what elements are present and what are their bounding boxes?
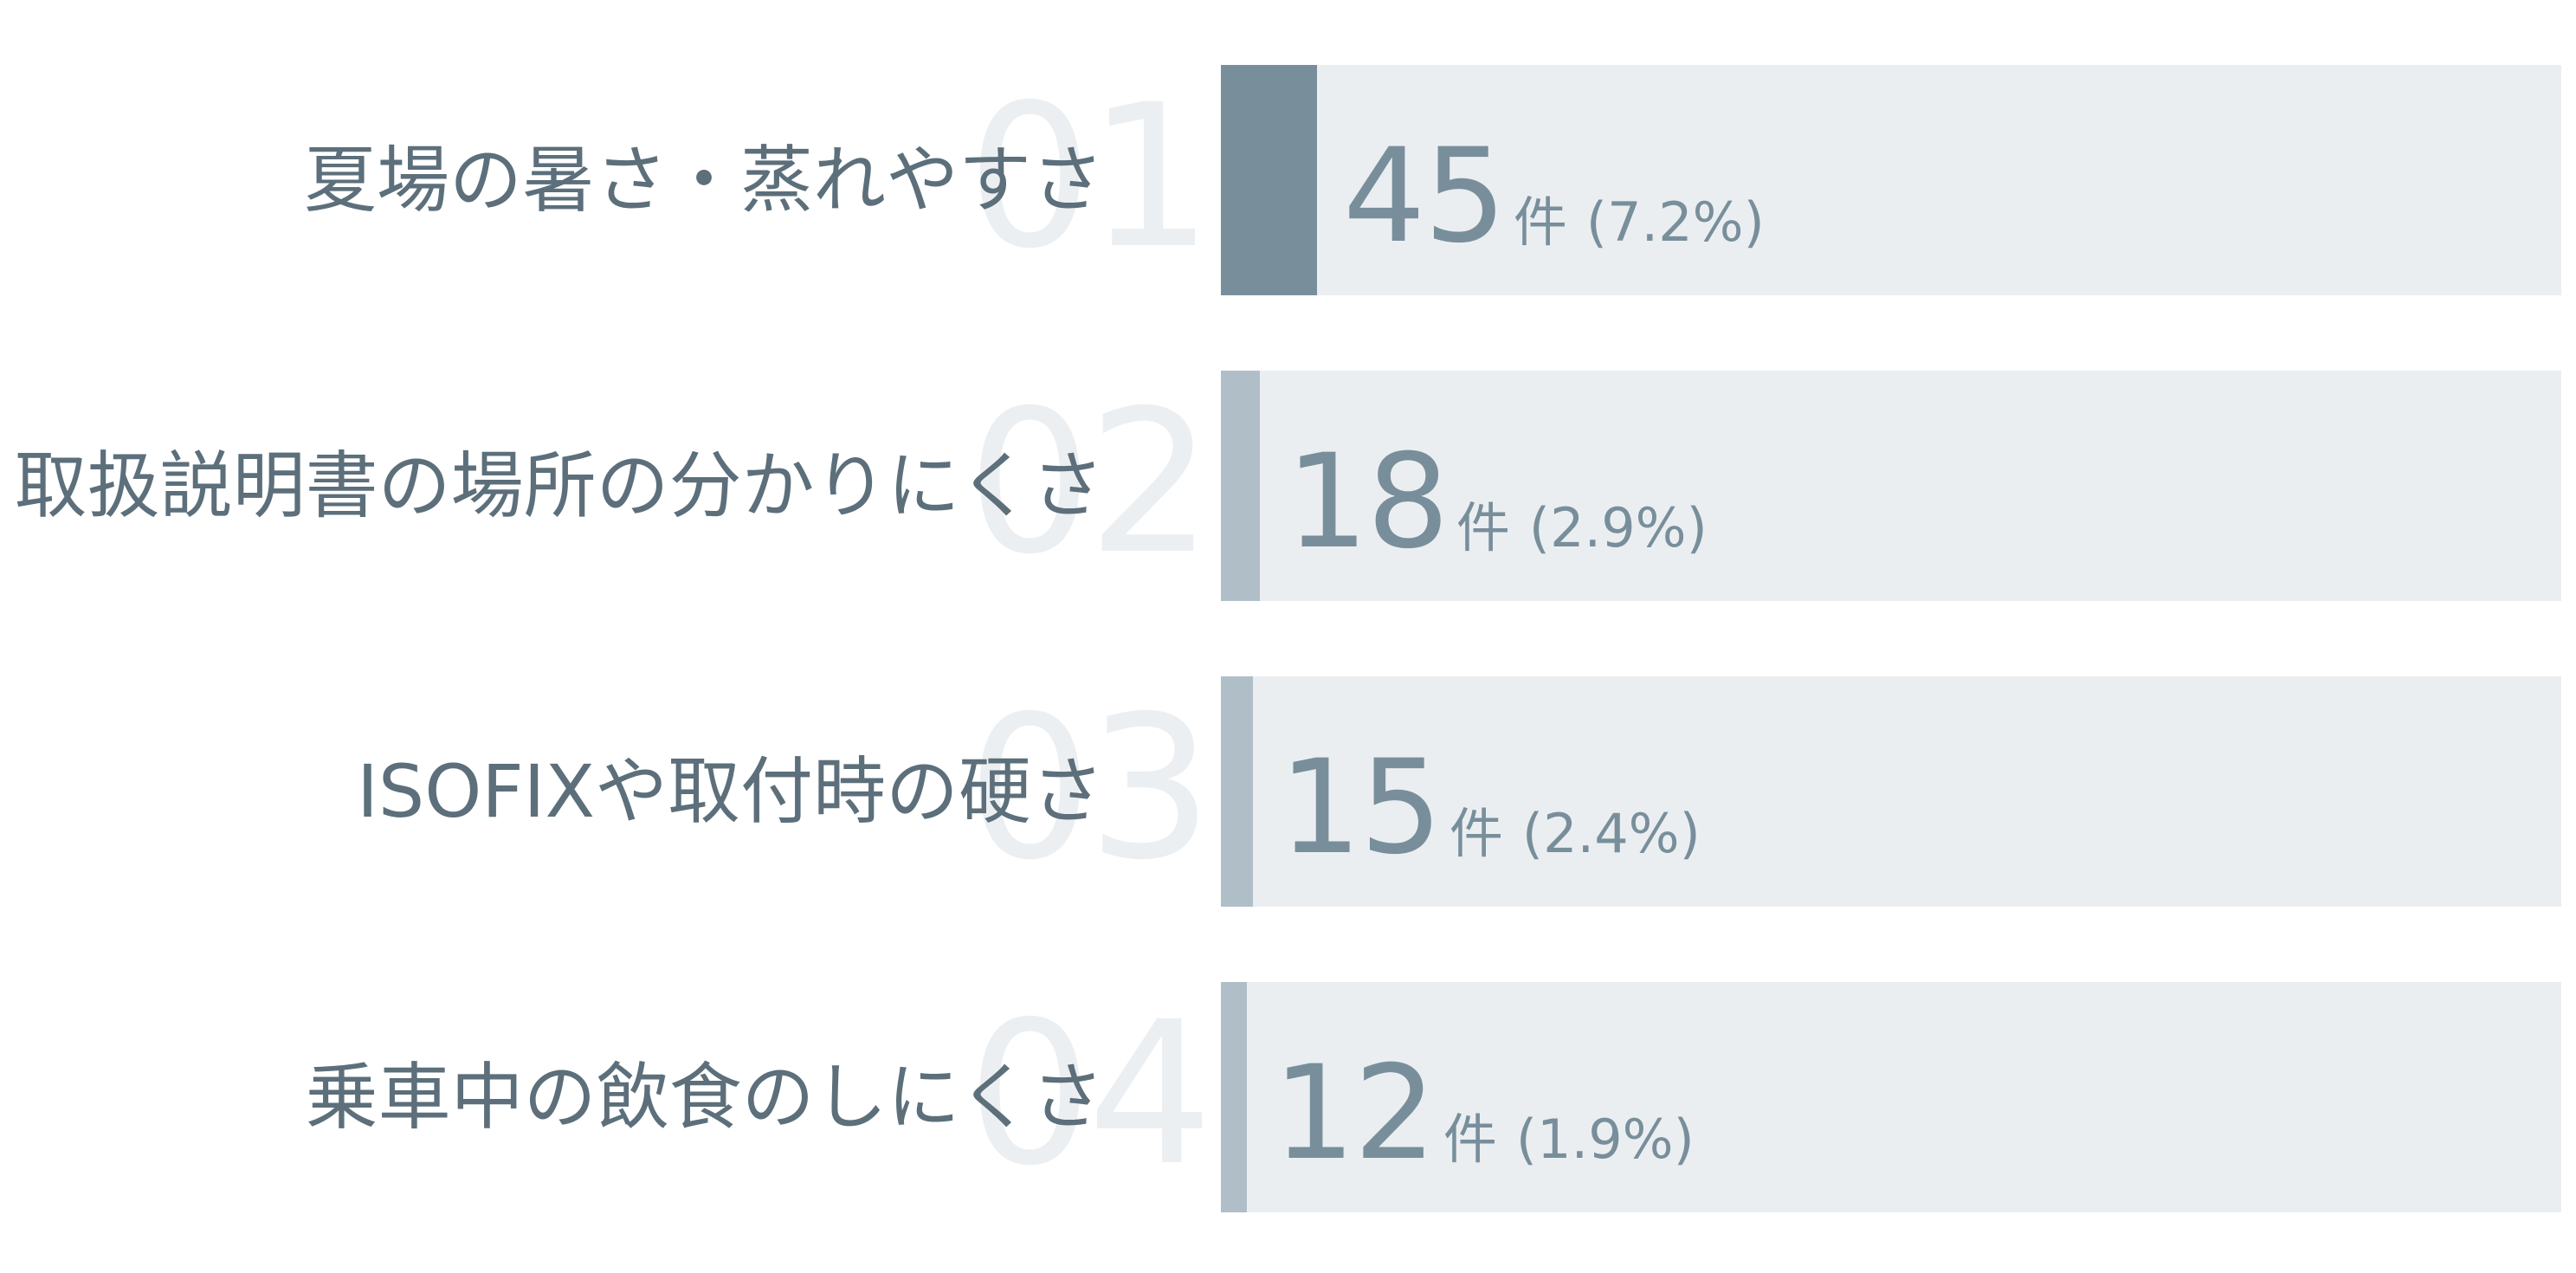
bar-fill bbox=[1221, 982, 1247, 1212]
count-unit: 件 bbox=[1449, 802, 1503, 865]
bar-row-3: 03 ISOFIXや取付時の硬さ 15 件 (2.4%) bbox=[0, 673, 2576, 907]
rank-number: 02 bbox=[966, 367, 1213, 598]
value-label: 18 件 (2.9%) bbox=[1286, 416, 1708, 589]
count-unit: 件 bbox=[1443, 1108, 1497, 1171]
count-value: 15 bbox=[1279, 733, 1443, 883]
bar-track: 18 件 (2.9%) bbox=[1221, 371, 2561, 601]
category-label: 夏場の暑さ・蒸れやすさ bbox=[303, 138, 1104, 223]
count-unit: 件 bbox=[1513, 191, 1567, 254]
count-value: 45 bbox=[1343, 121, 1507, 272]
percent-value: (1.9%) bbox=[1515, 1108, 1695, 1171]
count-unit: 件 bbox=[1456, 496, 1510, 559]
bar-fill bbox=[1221, 65, 1317, 295]
category-label: 乗車中の飲食のしにくさ bbox=[305, 1055, 1104, 1140]
rank-number: 01 bbox=[966, 61, 1213, 292]
value-label: 45 件 (7.2%) bbox=[1343, 110, 1765, 283]
count-value: 12 bbox=[1273, 1038, 1436, 1189]
value-label: 12 件 (1.9%) bbox=[1273, 1027, 1695, 1200]
bar-row-4: 04 乗車中の飲食のしにくさ 12 件 (1.9%) bbox=[0, 979, 2576, 1212]
bar-fill bbox=[1221, 371, 1260, 601]
bar-track: 15 件 (2.4%) bbox=[1221, 676, 2561, 907]
category-label: 取扱説明書の場所の分かりにくさ bbox=[14, 443, 1104, 528]
category-label: ISOFIXや取付時の硬さ bbox=[357, 749, 1104, 834]
bar-fill bbox=[1221, 676, 1253, 907]
percent-value: (2.4%) bbox=[1521, 802, 1701, 865]
rank-number: 03 bbox=[966, 673, 1213, 903]
bar-row-2: 02 取扱説明書の場所の分かりにくさ 18 件 (2.9%) bbox=[0, 367, 2576, 601]
bar-track: 12 件 (1.9%) bbox=[1221, 982, 2561, 1212]
percent-value: (7.2%) bbox=[1585, 191, 1765, 254]
bar-row-1: 01 夏場の暑さ・蒸れやすさ 45 件 (7.2%) bbox=[0, 61, 2576, 295]
bar-track: 45 件 (7.2%) bbox=[1221, 65, 2561, 295]
percent-value: (2.9%) bbox=[1528, 496, 1708, 559]
count-value: 18 bbox=[1286, 427, 1449, 578]
rank-number: 04 bbox=[966, 979, 1213, 1209]
value-label: 15 件 (2.4%) bbox=[1279, 721, 1701, 895]
